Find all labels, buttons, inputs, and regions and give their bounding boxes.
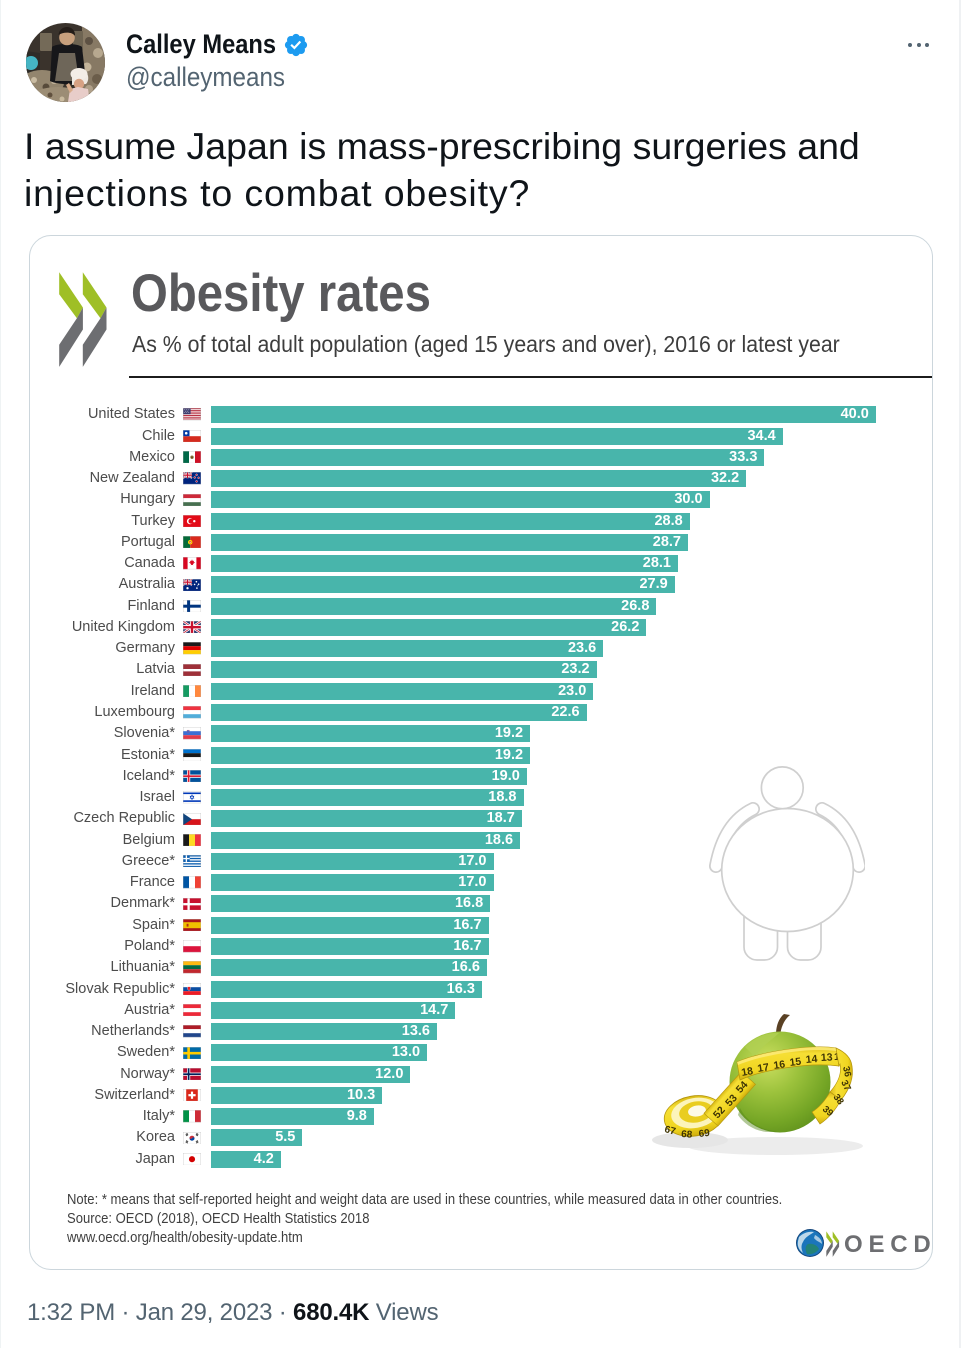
svg-text:68: 68 [681,1129,693,1141]
svg-text:36: 36 [840,1065,853,1078]
svg-text:67: 67 [663,1124,677,1137]
svg-text:16: 16 [773,1058,786,1072]
svg-text:13: 13 [821,1051,833,1064]
svg-text:69: 69 [698,1128,711,1140]
svg-text:OECD: OECD [844,1231,935,1258]
svg-text:18: 18 [740,1065,754,1079]
svg-text:14: 14 [805,1053,818,1066]
svg-text:17: 17 [757,1061,771,1075]
svg-text:37: 37 [838,1078,853,1092]
svg-text:15: 15 [789,1056,802,1069]
